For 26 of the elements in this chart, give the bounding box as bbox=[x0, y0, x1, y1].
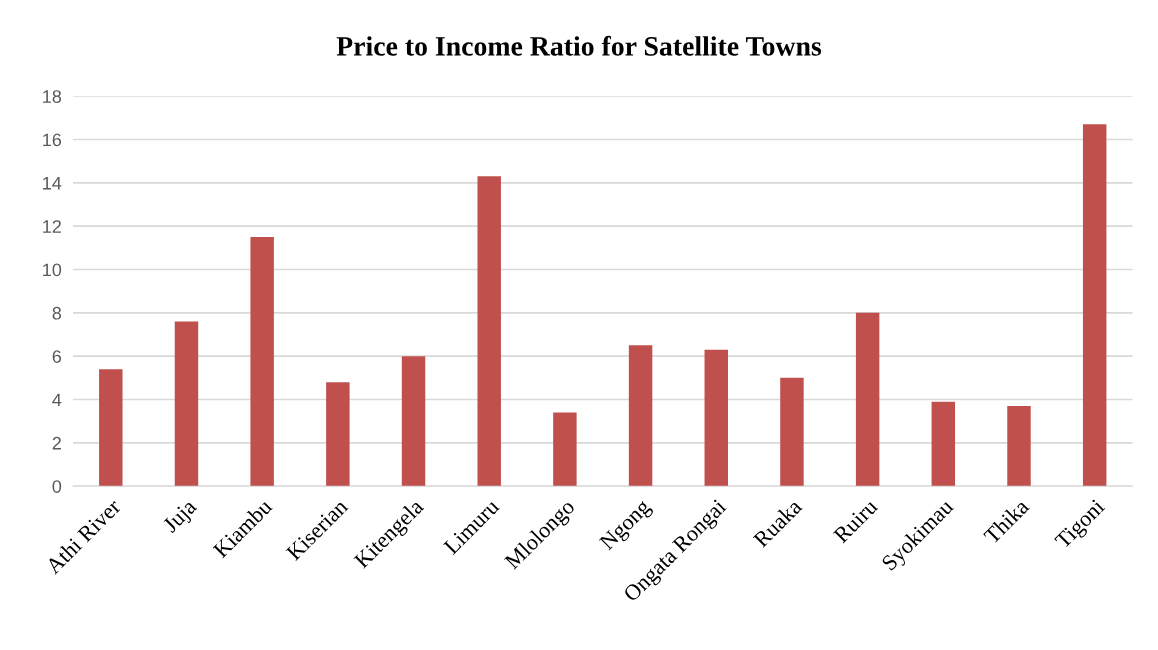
bar bbox=[855, 312, 880, 487]
y-tick-label: 10 bbox=[43, 263, 62, 277]
y-tick-label: 12 bbox=[43, 220, 61, 233]
bar bbox=[250, 237, 274, 487]
bar bbox=[780, 377, 804, 487]
bar bbox=[401, 356, 426, 487]
y-tick-label: 6 bbox=[52, 350, 62, 363]
y-tick-label: 4 bbox=[52, 393, 62, 407]
x-tick-label: Juja bbox=[161, 498, 201, 537]
y-tick-label: 18 bbox=[43, 90, 62, 103]
chart-title: Price to Income Ratio for Satellite Towns bbox=[336, 35, 822, 56]
y-tick-label: 0 bbox=[52, 480, 62, 493]
y-tick-label: 8 bbox=[52, 306, 62, 320]
bar bbox=[1082, 124, 1107, 487]
bar bbox=[477, 176, 501, 487]
y-tick-label: 2 bbox=[52, 436, 61, 450]
bar bbox=[553, 412, 577, 487]
y-tick-label: 16 bbox=[43, 133, 62, 147]
bar bbox=[99, 369, 123, 487]
bar bbox=[326, 382, 350, 487]
bar bbox=[1007, 406, 1031, 487]
bar bbox=[628, 345, 653, 487]
bar bbox=[931, 401, 956, 487]
y-tick-label: 14 bbox=[43, 176, 62, 190]
bar bbox=[704, 349, 728, 487]
bar bbox=[174, 321, 199, 487]
